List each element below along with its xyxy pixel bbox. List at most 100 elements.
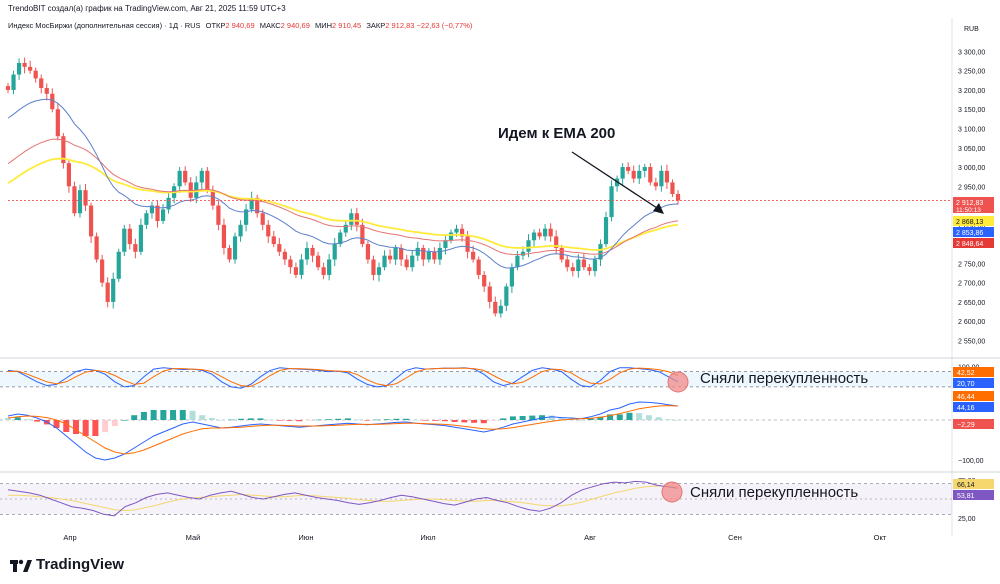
candle-body xyxy=(232,236,238,260)
y-tick-label: 3 050,00 xyxy=(958,146,985,153)
currency-label: RUB xyxy=(964,26,979,33)
candle-body xyxy=(648,167,653,183)
candle-body xyxy=(177,170,182,187)
macd-hist-bar xyxy=(451,420,458,422)
price-label-value: 2 912,83 xyxy=(956,200,983,207)
macd-hist-bar xyxy=(403,418,410,420)
x-tick-label: Май xyxy=(186,533,201,542)
candle-body xyxy=(653,182,658,187)
rsi-value: 66,14 xyxy=(957,482,975,489)
macd-hist-bar xyxy=(665,419,672,420)
tradingview-logo[interactable]: TradingView xyxy=(10,556,124,573)
x-tick-label: Сен xyxy=(728,533,742,542)
candle-body xyxy=(587,267,592,272)
macd-value: −2,29 xyxy=(957,422,975,429)
candle-body xyxy=(144,213,149,225)
candle-body xyxy=(393,247,398,260)
candle-body xyxy=(216,205,221,225)
candle-body xyxy=(72,186,77,214)
macd-hist-bar xyxy=(160,410,167,420)
macd-hist-bar xyxy=(140,412,147,420)
macd-hist-bar xyxy=(102,420,109,432)
candle-body xyxy=(659,170,664,187)
annotation-ema200: Идем к EMA 200 xyxy=(498,125,615,142)
candle-body xyxy=(94,236,99,260)
candle-body xyxy=(537,232,542,237)
candle-body xyxy=(33,70,38,79)
candle-body xyxy=(210,190,215,206)
macd-hist-bar xyxy=(490,420,497,421)
price-label-value: 2 868,13 xyxy=(956,219,983,226)
macd-hist-bar xyxy=(315,419,322,421)
x-tick-label: Авг xyxy=(584,533,596,542)
candle-body xyxy=(454,228,459,233)
candle-body xyxy=(664,170,670,183)
candle-body xyxy=(482,274,487,287)
close-value: 2 912,83 xyxy=(385,21,415,30)
macd-hist-bar xyxy=(432,420,439,421)
candle-body xyxy=(166,197,171,210)
price-label-time: 11:50:13 xyxy=(956,207,981,214)
rsi-value-box xyxy=(953,479,994,489)
candle-body xyxy=(61,136,66,164)
price-label-value: 2 853,86 xyxy=(956,230,983,237)
open-value: 2 940,69 xyxy=(225,21,255,30)
macd-hist-bar xyxy=(509,416,516,420)
candle-body xyxy=(642,167,647,171)
candle-body xyxy=(160,209,166,221)
y-tick-label: 3 150,00 xyxy=(958,107,985,114)
ema-100-line xyxy=(7,138,679,256)
candle-body xyxy=(299,259,304,275)
candle-body xyxy=(321,267,326,275)
candle-body xyxy=(526,240,531,252)
candle-body xyxy=(83,190,88,206)
macd-hist-bar xyxy=(63,420,70,432)
candle-body xyxy=(199,170,204,183)
candle-body xyxy=(376,267,382,275)
candle-body xyxy=(304,247,310,260)
macd-hist-bar xyxy=(597,416,604,420)
ema-200-line xyxy=(7,157,679,251)
candle-body xyxy=(543,228,548,237)
candle-body xyxy=(266,224,271,237)
macd-value: 46,44 xyxy=(957,394,975,401)
macd-hist-bar xyxy=(111,420,118,426)
macd-hist-bar xyxy=(150,410,157,420)
y-tick-label: 3 200,00 xyxy=(958,88,985,95)
macd-hist-bar xyxy=(170,410,177,420)
y-tick-label: 3 000,00 xyxy=(958,165,985,172)
y-tick-label: 3 250,00 xyxy=(958,69,985,76)
candle-body xyxy=(576,259,581,272)
candle-body xyxy=(315,255,321,268)
candle-body xyxy=(581,259,586,268)
low-value: 2 910,45 xyxy=(332,21,362,30)
candle-body xyxy=(387,255,393,260)
instrument-legend: Индекс МосБиржи (дополнительная сессия) … xyxy=(8,21,472,30)
candle-body xyxy=(360,224,365,245)
candle-body xyxy=(249,197,254,210)
candle-body xyxy=(459,228,465,237)
candle-body xyxy=(493,301,498,314)
candle-body xyxy=(66,163,72,187)
candle-body xyxy=(271,236,276,245)
candle-body xyxy=(592,259,598,272)
y-tick-label: −100,00 xyxy=(958,458,984,465)
candle-body xyxy=(670,182,675,194)
candle-body xyxy=(637,170,642,179)
candle-body xyxy=(77,190,83,214)
macd-hist-bar xyxy=(383,419,390,420)
close-label: ЗАКР xyxy=(366,21,386,30)
macd-hist-bar xyxy=(218,420,225,421)
x-tick-label: Июл xyxy=(420,533,435,542)
stoch-k-line xyxy=(7,367,679,389)
macd-hist-bar xyxy=(267,419,274,421)
macd-hist-bar xyxy=(616,414,623,420)
candle-body xyxy=(288,259,293,268)
macd-hist-bar xyxy=(422,420,429,421)
ema-50-line xyxy=(7,98,679,269)
macd-hist-bar xyxy=(373,419,380,421)
instrument-title: Индекс МосБиржи (дополнительная сессия) … xyxy=(8,21,201,30)
macd-hist-bar xyxy=(306,420,313,421)
stoch-highlight-circle xyxy=(667,371,689,393)
